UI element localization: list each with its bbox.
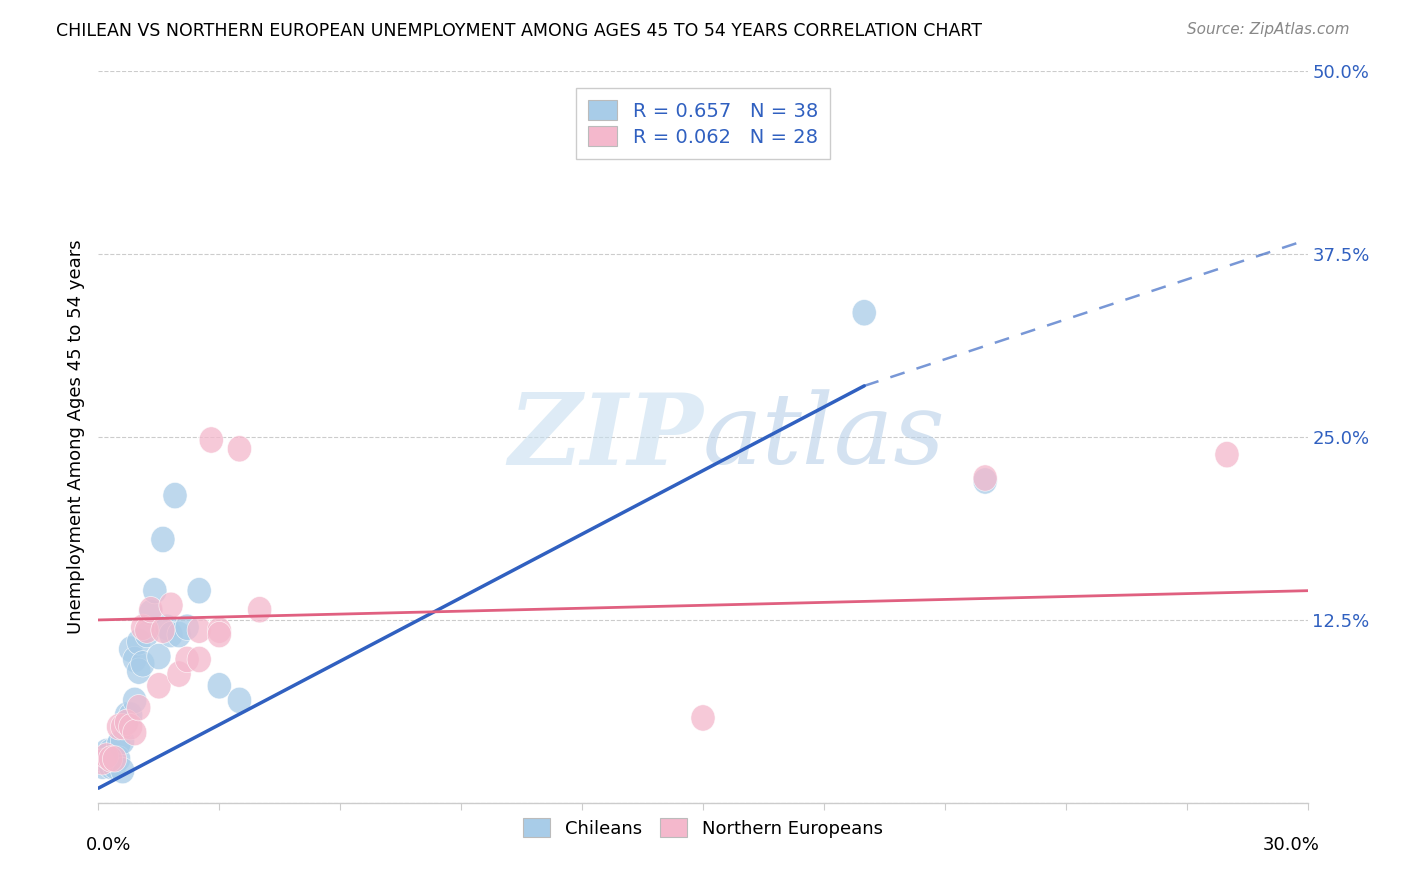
Ellipse shape — [131, 650, 155, 677]
Ellipse shape — [159, 592, 183, 618]
Ellipse shape — [118, 714, 143, 739]
Ellipse shape — [159, 622, 183, 648]
Ellipse shape — [228, 435, 252, 462]
Y-axis label: Unemployment Among Ages 45 to 54 years: Unemployment Among Ages 45 to 54 years — [66, 240, 84, 634]
Ellipse shape — [98, 746, 122, 772]
Ellipse shape — [146, 643, 172, 670]
Ellipse shape — [135, 622, 159, 648]
Ellipse shape — [167, 622, 191, 648]
Ellipse shape — [94, 746, 118, 772]
Ellipse shape — [114, 709, 139, 736]
Ellipse shape — [122, 687, 146, 714]
Ellipse shape — [90, 753, 114, 780]
Ellipse shape — [131, 614, 155, 640]
Ellipse shape — [150, 617, 174, 643]
Ellipse shape — [111, 757, 135, 784]
Text: CHILEAN VS NORTHERN EUROPEAN UNEMPLOYMENT AMONG AGES 45 TO 54 YEARS CORRELATION : CHILEAN VS NORTHERN EUROPEAN UNEMPLOYMEN… — [56, 22, 983, 40]
Ellipse shape — [973, 465, 997, 491]
Ellipse shape — [207, 673, 232, 699]
Ellipse shape — [90, 746, 114, 772]
Ellipse shape — [107, 714, 131, 739]
Ellipse shape — [98, 746, 122, 772]
Ellipse shape — [103, 753, 127, 780]
Ellipse shape — [107, 746, 131, 772]
Ellipse shape — [207, 617, 232, 643]
Ellipse shape — [111, 728, 135, 755]
Ellipse shape — [1215, 442, 1239, 467]
Ellipse shape — [187, 647, 211, 673]
Text: atlas: atlas — [703, 390, 946, 484]
Ellipse shape — [107, 731, 131, 757]
Ellipse shape — [135, 617, 159, 643]
Ellipse shape — [111, 714, 135, 739]
Ellipse shape — [150, 526, 174, 553]
Ellipse shape — [94, 739, 118, 764]
Ellipse shape — [247, 597, 271, 623]
Ellipse shape — [118, 702, 143, 728]
Ellipse shape — [973, 467, 997, 494]
Ellipse shape — [174, 647, 200, 673]
Ellipse shape — [114, 709, 139, 736]
Ellipse shape — [187, 577, 211, 604]
Ellipse shape — [207, 622, 232, 648]
Ellipse shape — [98, 739, 122, 764]
Ellipse shape — [94, 743, 118, 769]
Ellipse shape — [187, 617, 211, 643]
Text: 30.0%: 30.0% — [1263, 836, 1320, 854]
Ellipse shape — [127, 629, 150, 655]
Ellipse shape — [852, 300, 876, 326]
Legend: Chileans, Northern Europeans: Chileans, Northern Europeans — [516, 811, 890, 845]
Ellipse shape — [107, 731, 131, 757]
Ellipse shape — [228, 687, 252, 714]
Ellipse shape — [146, 673, 172, 699]
Ellipse shape — [174, 614, 200, 640]
Ellipse shape — [143, 577, 167, 604]
Ellipse shape — [103, 743, 127, 769]
Ellipse shape — [90, 748, 114, 775]
Ellipse shape — [167, 661, 191, 687]
Ellipse shape — [155, 614, 179, 640]
Ellipse shape — [118, 636, 143, 663]
Ellipse shape — [690, 705, 716, 731]
Ellipse shape — [163, 483, 187, 508]
Text: Source: ZipAtlas.com: Source: ZipAtlas.com — [1187, 22, 1350, 37]
Ellipse shape — [200, 427, 224, 453]
Ellipse shape — [122, 720, 146, 746]
Ellipse shape — [127, 695, 150, 721]
Ellipse shape — [139, 599, 163, 626]
Ellipse shape — [98, 753, 122, 780]
Text: 0.0%: 0.0% — [86, 836, 132, 854]
Ellipse shape — [103, 746, 127, 772]
Text: ZIP: ZIP — [508, 389, 703, 485]
Ellipse shape — [127, 658, 150, 684]
Ellipse shape — [114, 702, 139, 728]
Ellipse shape — [139, 597, 163, 623]
Ellipse shape — [122, 647, 146, 673]
